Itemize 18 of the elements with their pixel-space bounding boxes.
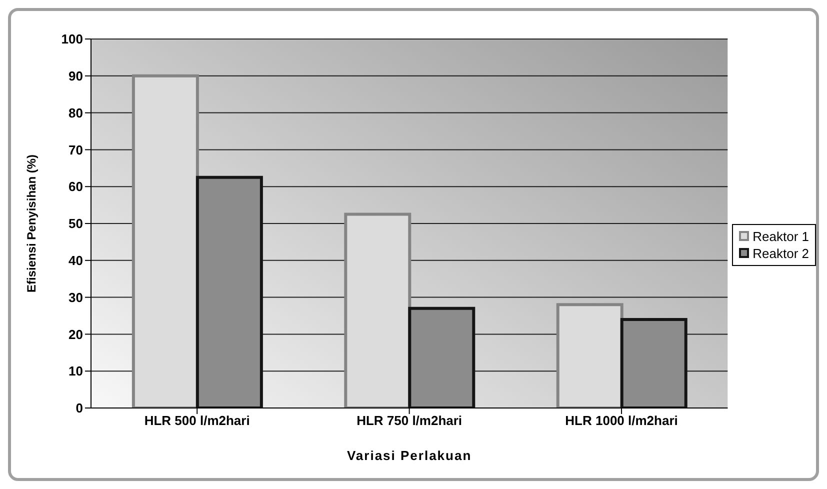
y-tick-label: 0 — [76, 400, 83, 416]
legend-label: Reaktor 2 — [752, 244, 809, 262]
y-tick-label: 50 — [68, 216, 83, 232]
y-tick-label: 90 — [68, 68, 83, 84]
x-tick-label: HLR 750 l/m2hari — [356, 413, 462, 428]
x-axis-title: Variasi Perlakuan — [346, 448, 472, 463]
y-tick-label: 100 — [61, 32, 83, 47]
y-tick-label: 10 — [68, 364, 83, 379]
x-tick-label: HLR 500 l/m2hari — [144, 413, 250, 428]
y-tick-label: 70 — [68, 142, 83, 158]
y-tick-label: 30 — [68, 290, 83, 305]
x-tick-label: HLR 1000 l/m2hari — [565, 413, 678, 428]
y-tick-label: 60 — [68, 179, 83, 194]
legend-label: Reaktor 1 — [752, 228, 809, 244]
y-tick-label: 20 — [68, 326, 83, 342]
y-tick-label: 80 — [68, 105, 83, 120]
y-tick-label: 40 — [68, 253, 83, 268]
y-axis-title: Efisiensi Penyisihan (%) — [24, 154, 38, 293]
